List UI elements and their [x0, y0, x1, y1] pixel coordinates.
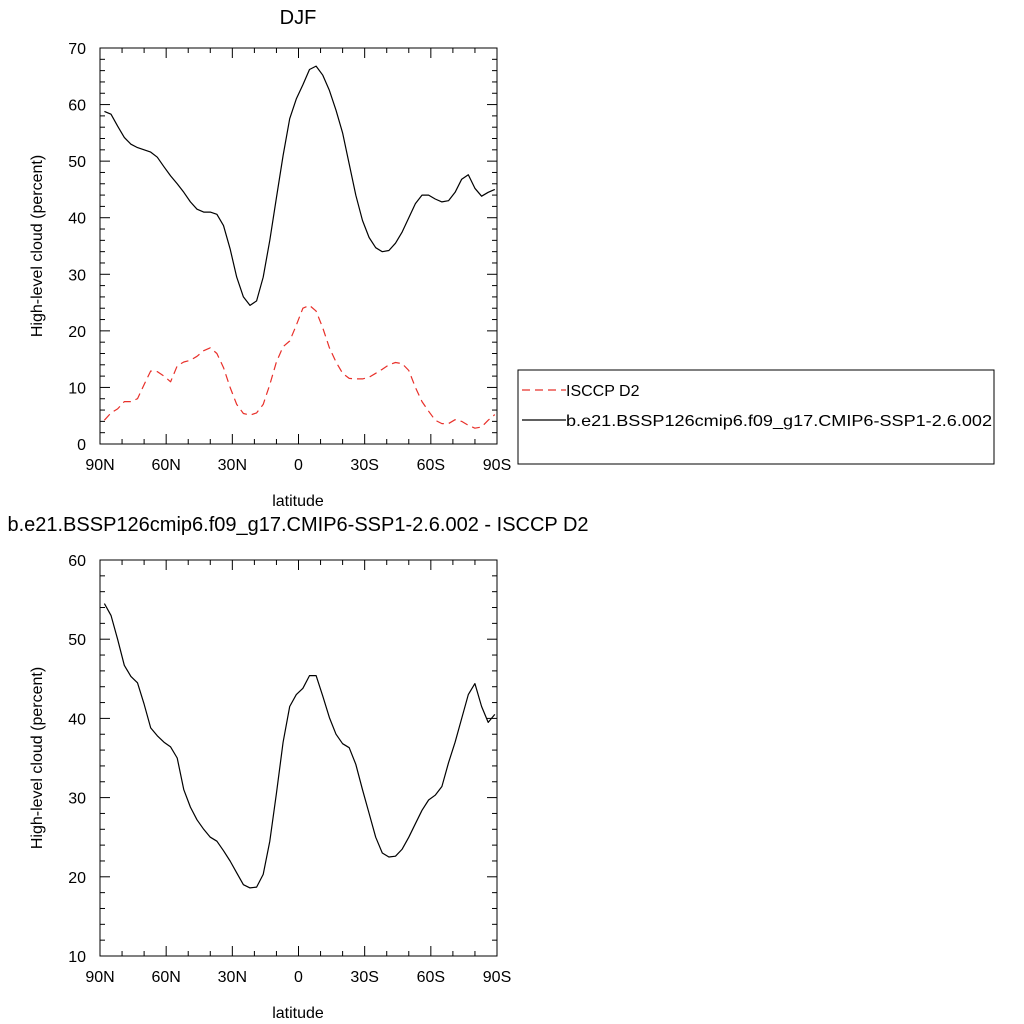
x-tick-label: 30S — [350, 457, 378, 474]
y-tick-label: 40 — [68, 711, 86, 728]
axis-ticks — [99, 47, 498, 445]
plot-frame — [99, 559, 498, 957]
chart-panel-bottom: b.e21.BSSP126cmip6.f09_g17.CMIP6-SSP1-2.… — [7, 514, 588, 1022]
x-tick-label: 30N — [218, 457, 247, 474]
y-tick-label: 30 — [68, 267, 86, 284]
x-tick-labels: 90N 60N 30N 0 30S 60S 90S — [85, 969, 511, 986]
x-axis-label: latitude — [272, 1005, 324, 1022]
x-tick-labels: 90N 60N 30N 0 30S 60S 90S — [85, 457, 511, 474]
y-axis-label: High-level cloud (percent) — [29, 155, 46, 337]
legend-label-isccp: ISCCP D2 — [566, 383, 640, 400]
y-tick-label: 60 — [68, 98, 86, 115]
x-tick-label: 60N — [151, 969, 180, 986]
series-line-difference — [103, 603, 496, 889]
x-tick-label: 90N — [85, 969, 114, 986]
chart-title: DJF — [280, 7, 317, 29]
series-lines — [103, 65, 496, 429]
legend: ISCCP D2 b.e21.BSSP126cmip6.f09_g17.CMIP… — [517, 369, 995, 465]
y-tick-label: 0 — [77, 437, 86, 454]
x-tick-label: 30N — [218, 969, 247, 986]
y-tick-label: 30 — [68, 791, 86, 808]
x-axis-label: latitude — [272, 493, 324, 510]
x-tick-label: 90S — [483, 457, 511, 474]
x-tick-label: 90N — [85, 457, 114, 474]
y-tick-label: 70 — [68, 41, 86, 58]
x-tick-label: 60S — [417, 457, 445, 474]
axis-ticks — [99, 559, 498, 957]
series-lines — [103, 603, 496, 889]
x-tick-label: 30S — [350, 969, 378, 986]
legend-label-model: b.e21.BSSP126cmip6.f09_g17.CMIP6-SSP1-2.… — [566, 413, 992, 430]
y-tick-label: 20 — [68, 870, 86, 887]
y-tick-label: 10 — [68, 380, 86, 397]
legend-box — [517, 369, 995, 465]
plot-frame — [99, 47, 498, 445]
y-tick-label: 60 — [68, 553, 86, 570]
x-tick-label: 60S — [417, 969, 445, 986]
x-tick-label: 0 — [294, 969, 303, 986]
y-tick-label: 40 — [68, 211, 86, 228]
series-line-isccp-d2 — [103, 304, 496, 429]
x-tick-label: 0 — [294, 457, 303, 474]
x-tick-label: 60N — [151, 457, 180, 474]
chart-title: b.e21.BSSP126cmip6.f09_g17.CMIP6-SSP1-2.… — [7, 514, 588, 536]
y-tick-label: 20 — [68, 324, 86, 341]
x-tick-label: 90S — [483, 969, 511, 986]
y-tick-labels: 10 20 30 40 50 60 — [68, 553, 86, 966]
series-line-model — [104, 65, 496, 306]
y-tick-label: 50 — [68, 154, 86, 171]
y-axis-label: High-level cloud (percent) — [29, 667, 46, 849]
y-tick-labels: 0 10 20 30 40 50 60 70 — [68, 41, 86, 454]
y-tick-label: 10 — [68, 949, 86, 966]
y-tick-label: 50 — [68, 632, 86, 649]
